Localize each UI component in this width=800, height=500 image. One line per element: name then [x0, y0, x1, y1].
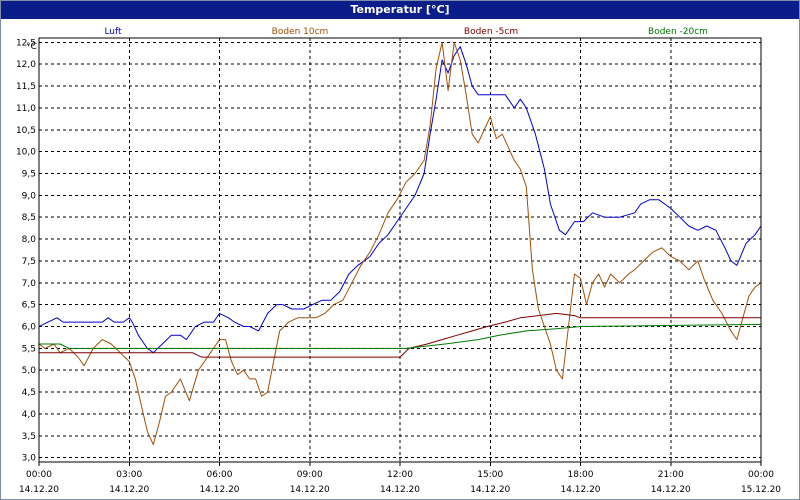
legend-item: Boden -20cm: [648, 27, 708, 37]
legend-item: Boden 10cm: [272, 27, 329, 37]
series-line-2: [39, 312, 761, 358]
y-tick-label: 10,0: [16, 148, 36, 158]
y-tick-label: 5,0: [22, 366, 37, 376]
x-tick-time-label: 00:00: [26, 470, 52, 480]
x-tick-time-label: 21:00: [658, 470, 684, 480]
x-tick-date-label: 14.12.20: [109, 485, 149, 495]
x-tick-date-label: 14.12.20: [380, 485, 420, 495]
y-tick-label: 11,5: [16, 82, 36, 92]
legend: Luft Boden 10cm Boden -5cm Boden -20cm: [104, 27, 708, 37]
y-tick-label: 10,5: [16, 126, 36, 136]
y-tick-label: 3,5: [22, 432, 36, 442]
legend-item: Boden -5cm: [464, 27, 518, 37]
y-tick-label: 11,0: [16, 104, 36, 114]
y-tick-label: 5,5: [22, 344, 36, 354]
x-tick-date-label: 14.12.20: [470, 485, 510, 495]
y-tick-label: 8,5: [22, 213, 36, 223]
y-tick-label: 9,0: [22, 191, 37, 201]
x-tick-date-label: 14.12.20: [651, 485, 691, 495]
y-tick-label: 7,0: [22, 279, 37, 289]
y-tick-label: 6,0: [22, 322, 37, 332]
legend-item: Luft: [104, 27, 122, 37]
grid: [39, 38, 761, 462]
series-line-0: [39, 46, 761, 354]
x-tick-date-label: 14.12.20: [290, 485, 330, 495]
x-axis-ticks: 00:00 14.12.20 03:00 14.12.20 06:00 14.12.20 0…: [19, 462, 781, 495]
x-tick-date-label: 15.12.20: [741, 485, 781, 495]
chart-title: Temperatur [°C]: [1, 1, 799, 19]
x-tick-date-label: 14.12.20: [19, 485, 59, 495]
series-lines: [39, 41, 761, 445]
x-tick-date-label: 14.12.20: [560, 485, 600, 495]
x-tick-time-label: 00:00: [748, 470, 774, 480]
y-tick-label: 12,5: [16, 38, 36, 48]
x-tick-time-label: 18:00: [568, 470, 594, 480]
x-tick-time-label: 09:00: [297, 470, 323, 480]
x-tick-time-label: 03:00: [116, 470, 142, 480]
x-tick-time-label: 15:00: [477, 470, 503, 480]
y-axis-label: °C: [26, 42, 37, 52]
series-line-3: [39, 323, 761, 349]
x-tick-time-label: 06:00: [207, 470, 233, 480]
y-tick-label: 6,5: [22, 301, 36, 311]
series-line-1: [39, 41, 761, 445]
x-tick-time-label: 12:00: [387, 470, 413, 480]
y-tick-label: 7,5: [22, 257, 36, 267]
y-tick-label: 8,0: [22, 235, 37, 245]
x-tick-date-label: 14.12.20: [199, 485, 239, 495]
y-tick-label: 9,5: [22, 170, 36, 180]
y-tick-label: 4,0: [22, 410, 37, 420]
y-tick-label: 3,0: [22, 454, 37, 464]
y-axis-ticks: 3,0 3,5 4,0 4,5 5,0 5,5 6,0 6,5 7,0 7,5 8,0 8,5 9,0 9…: [16, 38, 36, 463]
y-tick-label: 4,5: [22, 388, 36, 398]
y-tick-label: 12,0: [16, 60, 36, 70]
